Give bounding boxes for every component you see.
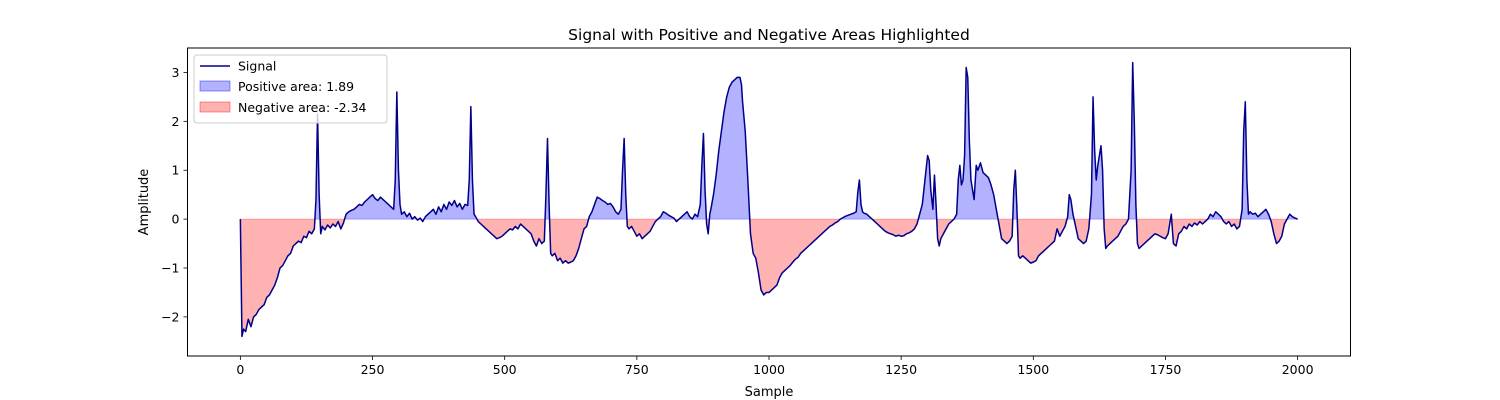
negative-area-fill [1016,218,1068,264]
y-tick-label: −2 [161,309,179,324]
x-tick-label: 0 [236,362,244,377]
legend-positive-swatch [199,80,231,92]
positive-area-fill [838,179,874,220]
legend: Signal Positive area: 1.89 Negative area… [193,54,388,124]
x-tick-label: 250 [361,362,385,377]
x-axis-label: Sample [745,385,794,400]
negative-area-fill [749,218,842,296]
signal-line [239,61,1298,338]
negative-area-fill [871,218,919,237]
x-tick-label: 2000 [1282,362,1314,377]
y-tick-label: 2 [172,114,180,129]
legend-box [193,54,388,124]
signal-line-layer [239,61,1298,338]
y-tick-label: 0 [172,212,180,227]
y-axis-label: Amplitude [137,169,152,236]
x-tick-label: 1750 [1150,362,1182,377]
negative-area-fill [1136,218,1171,250]
y-tick-label: 3 [172,65,180,80]
legend-negative-label: Negative area: -2.34 [238,100,367,115]
y-axis-ticks: −2 −1 0 1 2 3 [161,65,188,324]
area-fills [239,62,1298,337]
x-tick-label: 1500 [1017,362,1049,377]
x-tick-label: 1000 [753,362,785,377]
x-axis-ticks: 0 250 500 750 1000 1250 1500 1750 2000 [236,356,1314,377]
x-tick-label: 1250 [885,362,917,377]
x-tick-label: 500 [493,362,517,377]
x-tick-label: 750 [625,362,649,377]
y-tick-label: −1 [161,261,179,276]
positive-area-fill [708,76,751,220]
legend-negative-swatch [199,101,231,113]
negative-area-fill [319,218,346,234]
negative-area-fill [936,218,956,247]
legend-positive-label: Positive area: 1.89 [238,79,354,94]
chart-title: Signal with Positive and Negative Areas … [568,26,970,44]
legend-signal-label: Signal [238,59,276,74]
positive-area-fill [953,67,999,220]
negative-area-fill [626,218,660,240]
negative-area-fill [1103,218,1130,250]
y-tick-label: 1 [172,163,180,178]
